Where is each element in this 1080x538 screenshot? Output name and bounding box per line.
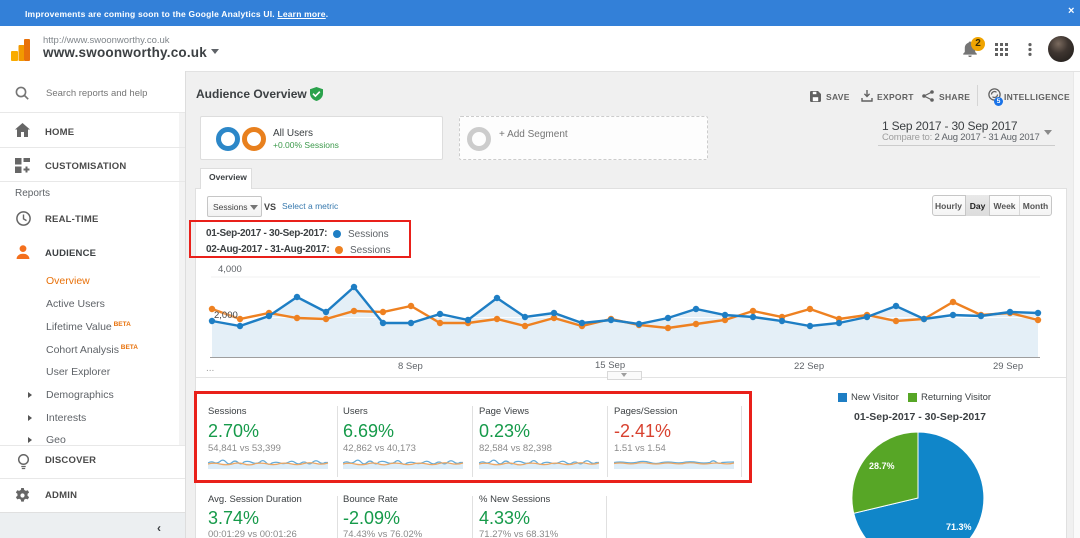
svg-text:71.3%: 71.3% [946, 522, 972, 532]
svg-text:28.7%: 28.7% [869, 461, 895, 471]
